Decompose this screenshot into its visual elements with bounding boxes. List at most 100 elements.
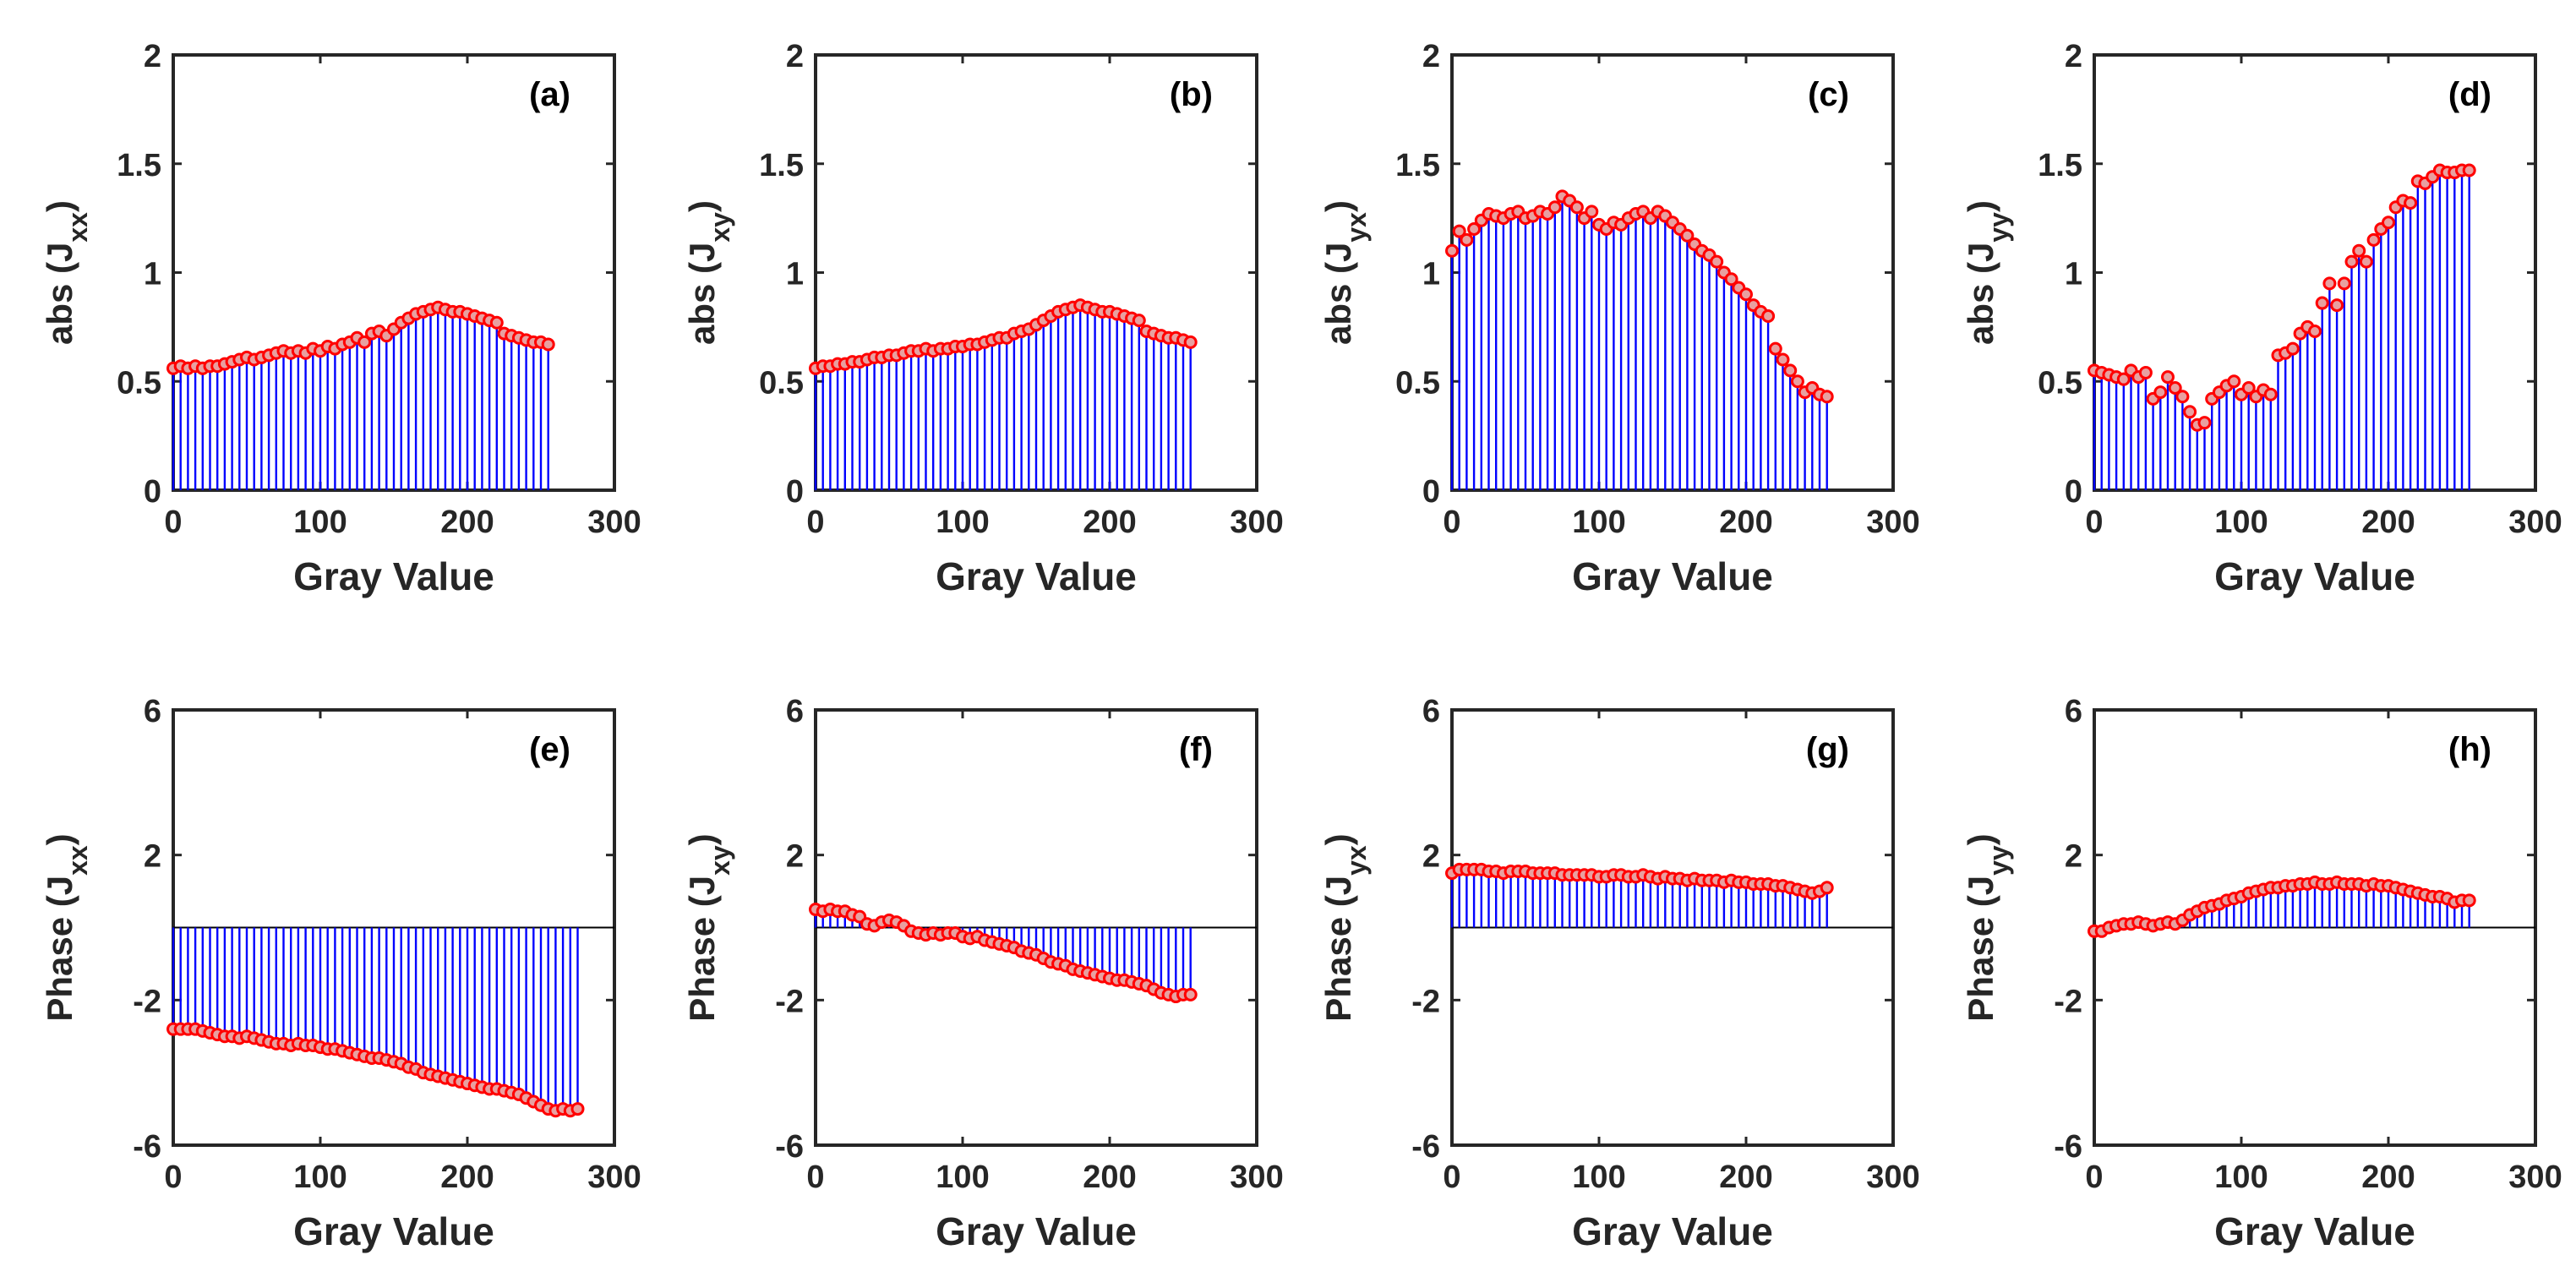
y-axis-label-subscript: yy <box>1984 212 2014 243</box>
x-axis-label: Gray Value <box>2214 554 2415 598</box>
x-axis-label: Gray Value <box>1572 1209 1773 1253</box>
chart-panel-5: 0 100 200 300 -6 -2 2 6 (e) Gray Value Phase (Jxx) <box>40 694 641 1253</box>
marker-series <box>1445 862 1834 900</box>
x-tick-label: 300 <box>1866 1160 1919 1195</box>
y-axis-label-open: (J <box>40 876 79 917</box>
x-tick-label: 100 <box>936 505 989 540</box>
x-tick-label: 300 <box>587 505 641 540</box>
y-tick-label: 1.5 <box>117 148 161 183</box>
y-axis-label: Phase (Jyy) <box>1961 833 2014 1021</box>
stem-marker <box>2116 372 2131 386</box>
y-tick-label: 6 <box>144 694 161 729</box>
y-tick-label: 1 <box>1422 257 1440 292</box>
y-tick-label: 2 <box>144 839 161 875</box>
stem-series <box>1450 196 1828 490</box>
y-tick-label: 2 <box>1422 39 1440 74</box>
chart-panel-3: 0 100 200 300 0 0.5 1 1.5 2 (c) Gray Value abs (Jyx… <box>1318 39 1920 598</box>
stem-marker <box>2366 232 2381 247</box>
stem-marker <box>2322 276 2337 291</box>
stem-marker <box>1183 335 1198 349</box>
stem-marker <box>1460 232 1474 247</box>
stem-marker <box>1585 205 1599 219</box>
y-tick-label: 0 <box>2065 474 2082 510</box>
y-tick-label: 1.5 <box>1395 148 1440 183</box>
x-tick-label: 100 <box>293 1160 347 1195</box>
stem-marker <box>1569 200 1584 215</box>
x-tick-label: 0 <box>806 505 824 540</box>
stem-marker <box>541 337 555 352</box>
x-axis-label: Gray Value <box>936 554 1137 598</box>
x-tick-label: 0 <box>2085 1160 2103 1195</box>
stem-series <box>172 927 579 1111</box>
y-axis-label-name: Phase <box>1318 917 1358 1022</box>
stem-marker <box>2241 380 2256 395</box>
marker-series <box>1445 189 1834 404</box>
y-axis-label-subscript: yx <box>1341 845 1372 876</box>
marker-series <box>166 300 555 375</box>
stem-marker <box>2359 254 2373 269</box>
stem-marker <box>2183 405 2197 419</box>
y-axis-label-subscript: yx <box>1341 212 1372 243</box>
stem-marker <box>1724 272 1738 287</box>
y-axis-label-close: ) <box>1961 200 2000 212</box>
stem-marker <box>2344 254 2359 269</box>
y-axis-label-open: (J <box>1318 243 1358 284</box>
y-tick-label: -6 <box>775 1129 804 1165</box>
stem-marker <box>2308 325 2322 339</box>
stem-marker <box>2382 216 2395 230</box>
x-tick-label: 100 <box>2214 1160 2268 1195</box>
x-tick-label: 100 <box>1572 1160 1625 1195</box>
x-tick-label: 0 <box>806 1160 824 1195</box>
y-tick-label: 0.5 <box>117 365 161 401</box>
y-tick-label: 1 <box>786 257 804 292</box>
stem-marker <box>570 1102 585 1116</box>
stem-marker <box>2175 390 2190 404</box>
y-axis-label: Phase (Jxy) <box>682 833 735 1021</box>
panel-label: (e) <box>529 731 570 768</box>
x-tick-label: 200 <box>1083 1160 1136 1195</box>
y-tick-label: 0 <box>1422 474 1440 510</box>
stem-marker <box>1820 390 1834 404</box>
y-tick-label: 2 <box>786 839 804 875</box>
y-axis-label-name: abs <box>1961 284 2000 345</box>
x-tick-label: 200 <box>1719 505 1772 540</box>
y-tick-label: 0.5 <box>759 365 804 401</box>
marker-series <box>2088 163 2476 432</box>
y-tick-label: 2 <box>2065 39 2082 74</box>
y-tick-label: 1.5 <box>759 148 804 183</box>
chart-panel-1: 0 100 200 300 0 0.5 1 1.5 2 (a) Gray Value abs (Jxx… <box>40 39 641 598</box>
stem-marker <box>1467 222 1482 236</box>
stem-marker <box>1768 341 1782 356</box>
y-axis-label-close: ) <box>1318 200 1358 212</box>
stem-marker <box>1547 200 1562 215</box>
y-tick-label: 6 <box>2065 694 2082 729</box>
chart-panel-4: 0 100 200 300 0 0.5 1 1.5 2 (d) Gray Value abs (Jyy… <box>1961 39 2562 598</box>
x-tick-label: 0 <box>1443 505 1460 540</box>
x-tick-label: 200 <box>2361 505 2415 540</box>
stem-marker <box>489 315 504 330</box>
y-tick-label: 0 <box>144 474 161 510</box>
x-tick-label: 200 <box>440 1160 494 1195</box>
stem-marker <box>2263 387 2278 401</box>
marker-series <box>2088 875 2476 938</box>
x-tick-label: 200 <box>1083 505 1136 540</box>
x-tick-label: 100 <box>1572 505 1625 540</box>
y-axis-label-open: (J <box>682 243 722 284</box>
y-tick-label: -6 <box>1411 1129 1440 1165</box>
x-tick-label: 100 <box>2214 505 2268 540</box>
panel-label: (c) <box>1808 76 1849 113</box>
y-tick-label: -6 <box>133 1129 161 1165</box>
y-tick-label: -2 <box>2054 984 2082 1019</box>
y-axis-label-subscript: xx <box>63 845 93 876</box>
x-axis-label: Gray Value <box>2214 1209 2415 1253</box>
stem-marker <box>2161 370 2175 385</box>
y-axis-label: abs (Jyx) <box>1318 200 1372 345</box>
y-axis-label-open: (J <box>40 243 79 284</box>
x-tick-label: 0 <box>1443 1160 1460 1195</box>
y-axis-label: abs (Jxx) <box>40 200 93 345</box>
x-axis-label: Gray Value <box>293 1209 494 1253</box>
stem-marker <box>1776 352 1790 367</box>
stem-marker <box>1452 224 1466 238</box>
stem-marker <box>2138 365 2153 379</box>
